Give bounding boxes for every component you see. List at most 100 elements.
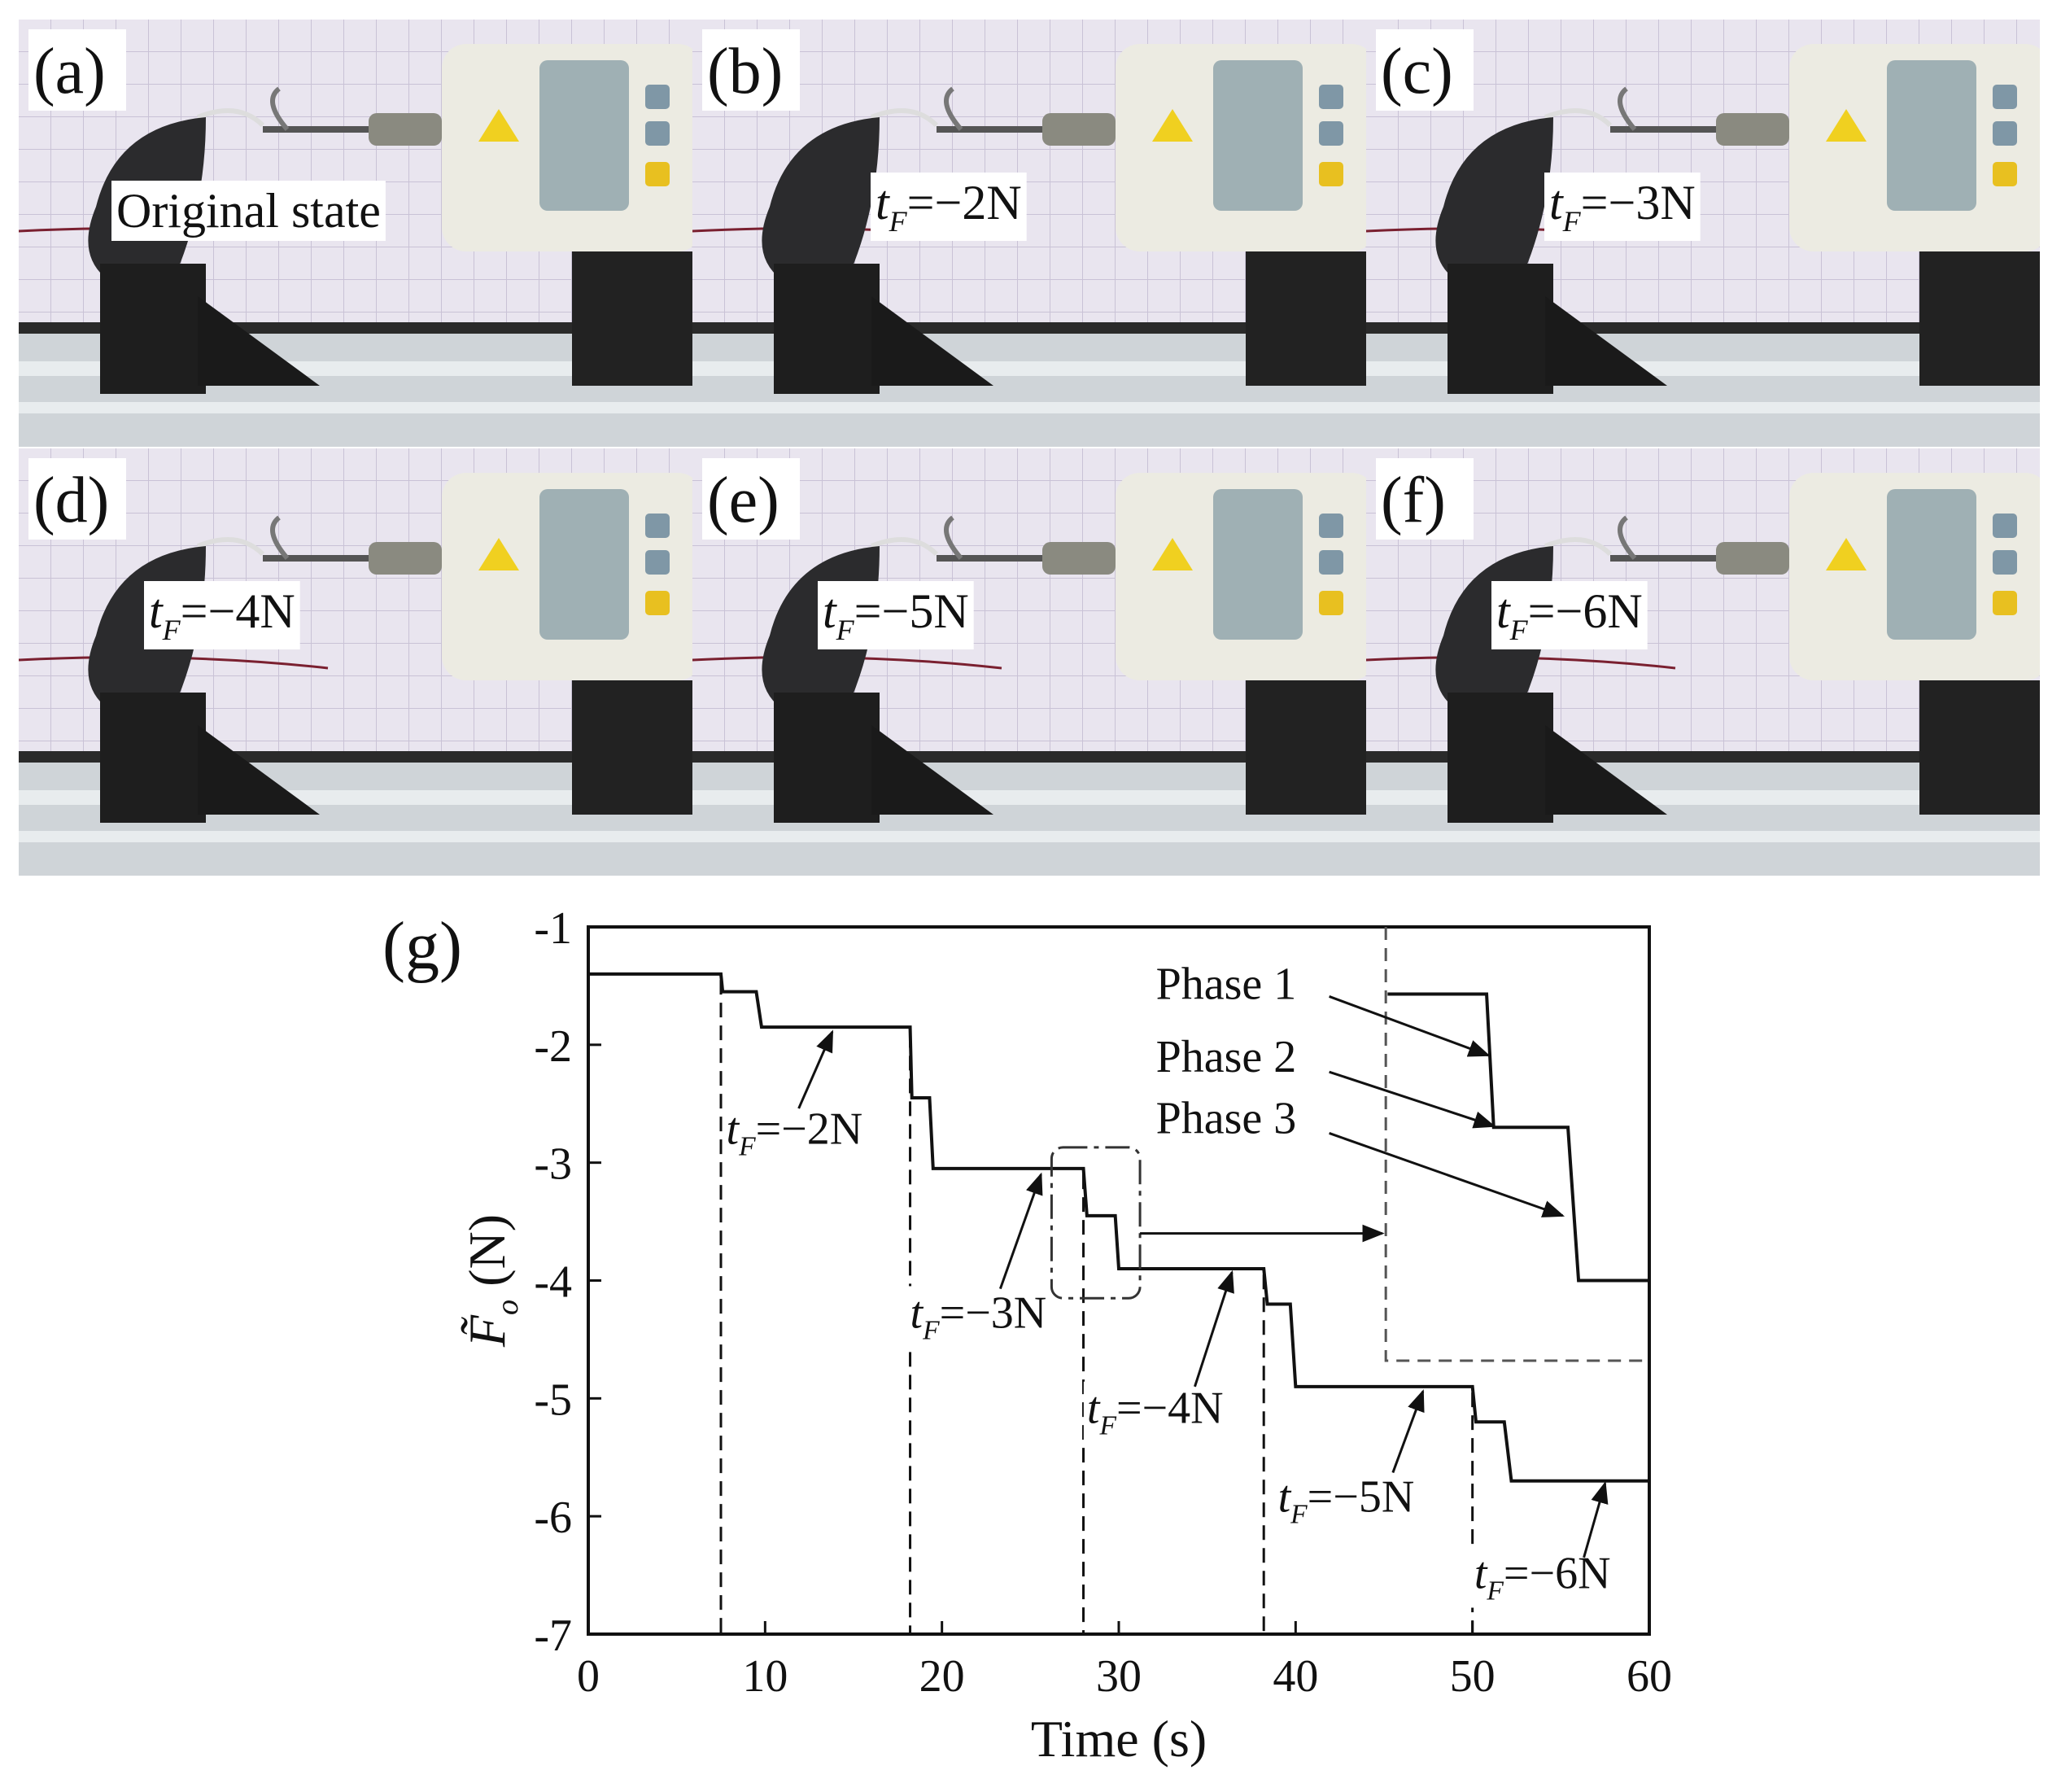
x-tick-label: 50 <box>1450 1651 1496 1702</box>
caption: tF=−3N <box>1549 176 1696 238</box>
caption-part: t <box>149 584 164 638</box>
caption-box <box>144 581 300 649</box>
y-tick-label: -4 <box>534 1257 572 1308</box>
y-tick-label: -6 <box>534 1493 572 1543</box>
panel-label: (e) <box>707 465 779 536</box>
label-box <box>1376 29 1474 111</box>
annotation-part: =−5N <box>1308 1471 1415 1522</box>
annotation-arrow <box>1194 1270 1234 1388</box>
label-box <box>1376 458 1474 540</box>
caption-part: Original state <box>116 184 381 238</box>
y-axis-title-subscript: o <box>491 1300 525 1315</box>
caption-box <box>818 581 974 649</box>
annotation-subscript: F <box>1486 1576 1504 1606</box>
caption-part: t <box>823 584 837 638</box>
x-tick-label: 20 <box>919 1651 965 1702</box>
x-tick-label: 10 <box>742 1651 788 1702</box>
caption-part: t <box>1549 176 1564 229</box>
photo-panel: (a) Original state <box>19 20 702 447</box>
x-tick-label: 60 <box>1627 1651 1672 1702</box>
y-tick-label: -7 <box>534 1611 572 1661</box>
annotation-arrow <box>797 1029 834 1109</box>
annotation-part: t <box>1474 1549 1488 1599</box>
zoom-box <box>1050 1146 1142 1300</box>
annotation-bg <box>1152 1030 1300 1085</box>
caption-subscript: F <box>162 614 181 646</box>
caption: tF=−4N <box>149 584 295 646</box>
annotation: tF=−3N <box>910 1287 1047 1345</box>
annotation-arrow <box>998 1172 1043 1290</box>
annotation-bg <box>1470 1546 1614 1608</box>
annotation: tF=−5N <box>1278 1471 1415 1529</box>
photo-panel: (b) tF=−2N <box>692 20 1376 447</box>
caption-part: =−4N <box>181 584 295 638</box>
x-axis-title: Time (s) <box>1031 1710 1207 1768</box>
panel-label: (a) <box>33 36 106 107</box>
photo-panel: (e) tF=−5N <box>692 448 1376 876</box>
annotation-bg <box>1083 1381 1227 1443</box>
caption-part: t <box>1496 584 1511 638</box>
y-axis-title-part: F̃ <box>458 1314 516 1348</box>
y-tick-label: -2 <box>534 1021 572 1072</box>
panel-label: (b) <box>707 36 783 107</box>
annotation-subscript: F <box>1290 1499 1308 1529</box>
label-box <box>28 29 126 111</box>
annotation-subscript: F <box>738 1131 756 1161</box>
inset-box <box>1384 927 1649 1362</box>
label-box <box>28 458 126 540</box>
panel-label: (d) <box>33 465 109 536</box>
annotation: tF=−2N <box>727 1104 863 1161</box>
annotation-bg <box>906 1286 1050 1348</box>
annotation-arrow <box>1329 1132 1565 1217</box>
annotation-part: t <box>910 1287 924 1338</box>
caption-box <box>871 173 1027 241</box>
caption-subscript: F <box>1509 614 1529 646</box>
caption-subscript: F <box>1562 205 1582 238</box>
x-tick-label: 30 <box>1096 1651 1142 1702</box>
annotation-bg <box>1152 1091 1300 1146</box>
photo-panel: (d) tF=−4N <box>19 448 702 876</box>
annotation-part: t <box>1278 1471 1292 1522</box>
annotation-arrow <box>1583 1481 1609 1558</box>
annotation-subscript: F <box>922 1315 940 1345</box>
y-tick-label: -5 <box>534 1375 572 1425</box>
caption-part: t <box>875 176 890 229</box>
y-axis-title-part: (N) <box>458 1214 516 1300</box>
panel-label: (c) <box>1381 36 1453 107</box>
caption: tF=−6N <box>1496 584 1643 646</box>
chart: 0 10 20 30 40 50 60 -1 -2 -3 -4 -5 -6 -7 (g) Time (s) F̃… <box>382 903 1672 1768</box>
caption-subscript: F <box>836 614 855 646</box>
annotation: Phase 1 <box>1156 959 1297 1009</box>
annotation-subscript: F <box>1098 1411 1116 1441</box>
caption-part: =−2N <box>907 176 1022 229</box>
caption-box <box>1491 581 1648 649</box>
photo-panel: (f) tF=−6N <box>1366 448 2050 876</box>
y-axis-title: F̃o (N) <box>458 1214 525 1348</box>
annotation-part: =−4N <box>1116 1383 1224 1434</box>
x-tick-label: 40 <box>1273 1651 1318 1702</box>
annotation-part: t <box>727 1104 740 1154</box>
caption-box <box>1544 173 1701 241</box>
annotation: tF=−6N <box>1474 1549 1611 1606</box>
annotation-arrow <box>1391 1389 1425 1474</box>
annotation-part: Phase 3 <box>1156 1093 1297 1143</box>
annotation: Phase 3 <box>1156 1093 1297 1143</box>
caption: Original state <box>116 184 381 238</box>
caption-part: =−6N <box>1528 584 1643 638</box>
panel-label: (f) <box>1381 465 1446 536</box>
caption-subscript: F <box>889 205 908 238</box>
annotation-arrow <box>1329 1070 1496 1129</box>
caption: tF=−2N <box>875 176 1022 238</box>
annotation-bg <box>723 1102 867 1164</box>
caption: tF=−5N <box>823 584 969 646</box>
label-box <box>702 458 800 540</box>
caption-box <box>111 181 386 241</box>
annotation-bg <box>1274 1470 1418 1532</box>
label-box <box>702 29 800 111</box>
data-line <box>588 972 1649 1483</box>
annotation-part: Phase 2 <box>1156 1032 1297 1082</box>
data-line <box>1387 992 1649 1283</box>
annotation-part: t <box>1087 1383 1101 1434</box>
annotation-part: =−2N <box>756 1104 863 1154</box>
